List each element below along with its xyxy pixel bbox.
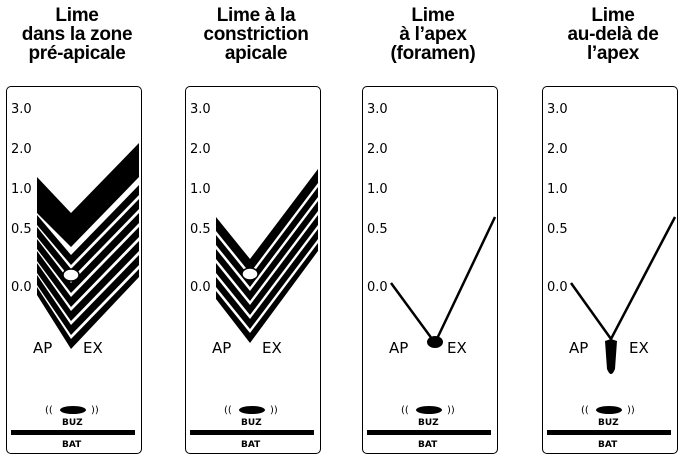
battery-bar (547, 430, 671, 435)
panel-title: Lime dans la zone pré-apicale (2, 6, 152, 63)
screen-display: 3.0 2.0 1.0 0.5 0.0 AP EX (( )) BUZ BAT (547, 102, 677, 450)
buz-label: BUZ (418, 418, 439, 428)
title-line: Lime (591, 5, 635, 26)
scale-label-05: 0.5 (11, 222, 32, 237)
buzzer-icon: (( )) (45, 405, 99, 416)
apex-locator-screen: 3.0 2.0 1.0 0.5 0.0 AP EX (( )) BUZ BAT (362, 86, 498, 454)
bat-label: BAT (418, 440, 438, 450)
screen-display: 3.0 2.0 1.0 0.5 0.0 AP EX (( (11, 102, 139, 450)
apex-label-left: AP (212, 339, 231, 357)
svg-text:)): )) (91, 405, 99, 416)
title-line: au-delà de (567, 24, 659, 45)
scale-label-0: 0.0 (11, 280, 32, 295)
bat-label: BAT (598, 440, 618, 450)
apex-label-left: AP (569, 339, 588, 357)
title-line: à l’apex (399, 24, 467, 45)
apex-label-right: EX (262, 339, 282, 357)
scale-label-0: 0.0 (367, 280, 388, 295)
screen-display: 3.0 2.0 1.0 0.5 0.0 AP EX (( )) BUZ (190, 102, 318, 450)
battery-bar (190, 430, 314, 435)
buz-label: BUZ (598, 418, 619, 428)
apex-label-right: EX (447, 339, 467, 357)
title-line: dans la zone (21, 24, 133, 45)
scale-label-2: 2.0 (367, 142, 388, 157)
svg-text:((: (( (45, 405, 53, 416)
scale-label-3: 3.0 (11, 102, 32, 117)
v-bands (37, 143, 139, 349)
title-line: Lime (55, 5, 99, 26)
title-line: apicale (224, 43, 288, 64)
panel-title: Lime à l’apex (foramen) (358, 6, 508, 63)
svg-text:)): )) (627, 405, 635, 416)
scale-label-2: 2.0 (11, 142, 32, 157)
v-line (389, 216, 497, 348)
scale-label-05: 0.5 (190, 222, 211, 237)
title-line: Lime (411, 5, 455, 26)
buzzer-icon: (( )) (401, 405, 455, 416)
scale-label-1: 1.0 (11, 182, 32, 197)
v-line (569, 216, 677, 374)
svg-text:)): )) (270, 405, 278, 416)
battery-bar (367, 430, 491, 435)
apex-locator-screen: 3.0 2.0 1.0 0.5 0.0 AP EX (( )) BUZ BAT (542, 86, 678, 454)
title-line: constriction (203, 24, 309, 45)
title-line: (foramen) (390, 43, 476, 64)
apex-label-left: AP (33, 339, 52, 357)
panel-title: Lime à la constriction apicale (181, 6, 331, 63)
scale-label-1: 1.0 (367, 182, 388, 197)
bat-label: BAT (62, 440, 82, 450)
apex-label-right: EX (83, 339, 103, 357)
scale-label-2: 2.0 (190, 142, 211, 157)
title-line: Lime à la (216, 5, 296, 26)
title-line: l’apex (586, 43, 640, 64)
scale-label-05: 0.5 (367, 222, 388, 237)
scale-label-2: 2.0 (547, 142, 568, 157)
panel-beyond-apex: Lime au-delà de l’apex 3.0 2.0 1.0 0.5 0… (538, 0, 688, 463)
scale-label-3: 3.0 (367, 102, 388, 117)
svg-text:((: (( (401, 405, 409, 416)
battery-bar (11, 430, 135, 435)
panel-title: Lime au-delà de l’apex (538, 6, 688, 63)
scale-label-3: 3.0 (547, 102, 568, 117)
buzzer-icon: (( )) (581, 405, 635, 416)
bat-label: BAT (241, 440, 261, 450)
buzzer-icon: (( )) (224, 405, 278, 416)
v-bands (216, 169, 318, 343)
apex-locator-screen: 3.0 2.0 1.0 0.5 0.0 AP EX (( )) BUZ (185, 86, 321, 454)
scale-label-3: 3.0 (190, 102, 211, 117)
indicator-dot (62, 268, 80, 282)
scale-label-1: 1.0 (547, 182, 568, 197)
screen-display: 3.0 2.0 1.0 0.5 0.0 AP EX (( )) BUZ BAT (367, 102, 497, 450)
indicator-dot (241, 267, 259, 281)
apex-locator-screen: 3.0 2.0 1.0 0.5 0.0 AP EX (( (6, 86, 142, 454)
panel-constriction: Lime à la constriction apicale 3.0 2.0 1… (181, 0, 331, 463)
apex-label-right: EX (629, 339, 649, 357)
scale-label-1: 1.0 (190, 182, 211, 197)
scale-label-0: 0.0 (190, 280, 211, 295)
panel-preapical: Lime dans la zone pré-apicale 3.0 2.0 1.… (2, 0, 152, 463)
apex-label-left: AP (389, 339, 408, 357)
buz-label: BUZ (241, 418, 262, 428)
scale-label-0: 0.0 (547, 280, 568, 295)
buz-label: BUZ (62, 418, 83, 428)
svg-text:((: (( (581, 405, 589, 416)
svg-text:((: (( (224, 405, 232, 416)
svg-text:)): )) (447, 405, 455, 416)
scale-label-05: 0.5 (547, 222, 568, 237)
panel-apex: Lime à l’apex (foramen) 3.0 2.0 1.0 0.5 … (358, 0, 508, 463)
title-line: pré-apicale (28, 43, 126, 64)
